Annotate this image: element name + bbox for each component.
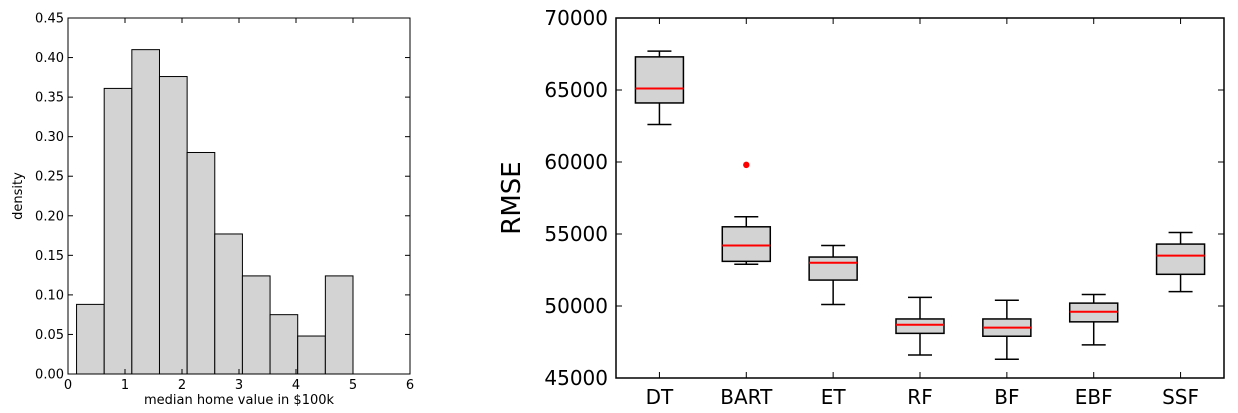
box-bart bbox=[721, 161, 772, 265]
histogram-bar bbox=[269, 314, 299, 375]
boxplot-y-tick-label: 45000 bbox=[544, 366, 608, 390]
box-iqr bbox=[1155, 243, 1206, 276]
histogram-x-axis-label: median home value in $100k bbox=[144, 393, 335, 408]
box-dt bbox=[634, 50, 685, 126]
histogram-y-tick-label: 0.05 bbox=[35, 328, 64, 343]
histogram-chart: 0 1 2 3 4 5 6 0.00 0.05 0.10 0.15 0.20 0.25 0.30 0.35… bbox=[11, 12, 414, 409]
boxplot-y-tick-label: 65000 bbox=[544, 78, 608, 102]
histogram-x-tick-label: 4 bbox=[292, 378, 300, 393]
boxplot-plot-frame bbox=[615, 17, 1225, 379]
histogram-plot-frame bbox=[67, 17, 411, 375]
boxplot-x-tick-label: ET bbox=[821, 385, 847, 409]
histogram-bar bbox=[131, 49, 160, 375]
histogram-x-tick-label: 0 bbox=[64, 378, 72, 393]
histogram-y-tick-label: 0.15 bbox=[35, 249, 64, 264]
histogram-bar bbox=[241, 275, 271, 375]
boxplot-boxes bbox=[634, 50, 1206, 361]
box-bf bbox=[982, 299, 1032, 361]
box-iqr bbox=[634, 56, 685, 104]
histogram-x-tick-label: 6 bbox=[406, 378, 414, 393]
box-iqr bbox=[895, 318, 945, 335]
histogram-bar bbox=[297, 335, 326, 375]
histogram-bars bbox=[76, 49, 354, 375]
boxplot-chart: DT BART ET RF BF EBF SSF 45000 50000 55000 60000 6… bbox=[497, 6, 1225, 409]
histogram-y-tick-label: 0.40 bbox=[35, 51, 64, 66]
box-ssf bbox=[1155, 231, 1206, 293]
boxplot-x-tick-label: BF bbox=[994, 385, 1019, 409]
histogram-x-ticks: 0 1 2 3 4 5 6 bbox=[64, 18, 414, 393]
boxplot-x-tick-label: DT bbox=[646, 385, 674, 409]
histogram-y-tick-label: 0.25 bbox=[35, 170, 64, 185]
boxplot-x-tick-label: EBF bbox=[1075, 385, 1113, 409]
histogram-bar bbox=[186, 151, 216, 375]
histogram-y-tick-label: 0.30 bbox=[35, 130, 64, 145]
box-iqr bbox=[808, 256, 858, 281]
boxplot-y-tick-label: 70000 bbox=[544, 6, 608, 30]
histogram-y-tick-label: 0.20 bbox=[35, 209, 64, 224]
histogram-y-tick-label: 0.35 bbox=[35, 91, 64, 106]
boxplot-y-tick-label: 60000 bbox=[544, 150, 608, 174]
boxplot-y-axis-label: RMSE bbox=[497, 161, 527, 234]
boxplot-y-ticks: 45000 50000 55000 60000 65000 70000 bbox=[544, 6, 1224, 390]
boxplot-x-tick-label: SSF bbox=[1162, 385, 1199, 409]
box-rf bbox=[895, 296, 945, 356]
boxplot-x-tick-label: BART bbox=[720, 385, 773, 409]
histogram-bar bbox=[214, 233, 243, 375]
histogram-bar bbox=[324, 275, 354, 375]
histogram-y-tick-label: 0.00 bbox=[35, 368, 64, 383]
histogram-bar bbox=[103, 87, 133, 375]
histogram-x-tick-label: 2 bbox=[178, 378, 186, 393]
histogram-bar bbox=[76, 303, 105, 375]
histogram-y-ticks: 0.00 0.05 0.10 0.15 0.20 0.25 0.30 0.35 0.40 0.45 bbox=[35, 12, 410, 383]
histogram-bar bbox=[158, 76, 188, 375]
box-ebf bbox=[1068, 293, 1119, 346]
boxplot-y-tick-label: 55000 bbox=[544, 222, 608, 246]
box-et bbox=[808, 244, 858, 306]
box-iqr bbox=[721, 226, 772, 263]
histogram-x-tick-label: 1 bbox=[121, 378, 129, 393]
box-outlier bbox=[743, 161, 750, 169]
histogram-y-tick-label: 0.45 bbox=[35, 12, 64, 27]
histogram-y-tick-label: 0.10 bbox=[35, 288, 64, 303]
histogram-x-tick-label: 5 bbox=[349, 378, 357, 393]
boxplot-x-tick-label: RF bbox=[907, 385, 932, 409]
histogram-y-axis-label: density bbox=[11, 172, 26, 220]
boxplot-y-tick-label: 50000 bbox=[544, 294, 608, 318]
boxplot-x-ticks: DT BART ET RF BF EBF SSF bbox=[646, 18, 1199, 409]
histogram-x-tick-label: 3 bbox=[235, 378, 243, 393]
